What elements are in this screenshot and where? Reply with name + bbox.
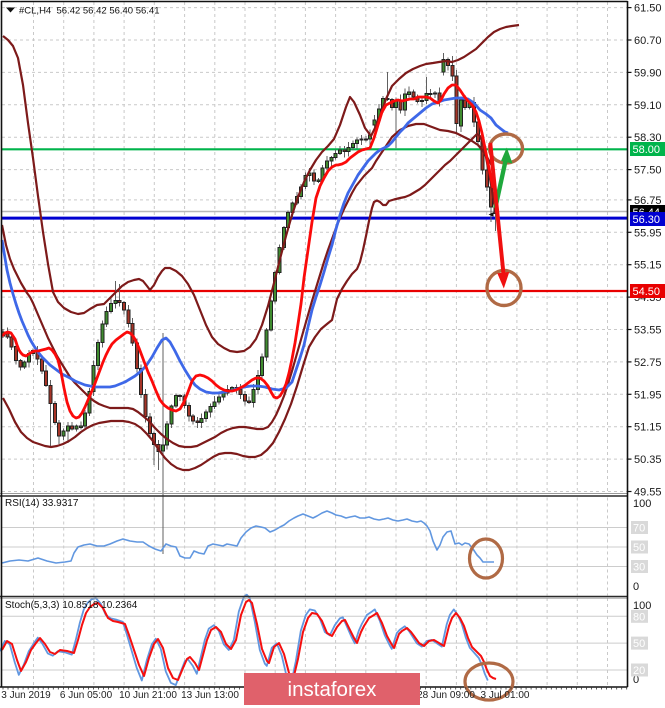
svg-text:100: 100: [633, 498, 651, 510]
svg-text:51.15: 51.15: [634, 422, 662, 434]
svg-text:58.00: 58.00: [633, 144, 661, 156]
svg-text:50: 50: [633, 542, 645, 554]
svg-text:Stoch(5,3,3) 10.8518 10.2364: Stoch(5,3,3) 10.8518 10.2364: [5, 600, 138, 611]
svg-text:3 Jul 01:00: 3 Jul 01:00: [481, 690, 530, 701]
svg-text:80: 80: [633, 611, 645, 623]
svg-text:0: 0: [633, 674, 639, 686]
svg-text:6 Jun 05:00: 6 Jun 05:00: [60, 690, 113, 701]
svg-text:57.50: 57.50: [634, 165, 662, 177]
svg-text:70: 70: [633, 523, 645, 535]
svg-text:30: 30: [633, 562, 645, 574]
svg-text:59.10: 59.10: [634, 100, 662, 112]
svg-text:51.95: 51.95: [634, 389, 662, 401]
svg-text:54.50: 54.50: [633, 286, 661, 298]
svg-text:100: 100: [633, 600, 651, 612]
svg-text:56.75: 56.75: [634, 195, 662, 207]
svg-text:60.70: 60.70: [634, 35, 662, 47]
svg-text:59.90: 59.90: [634, 67, 662, 79]
svg-text:55.95: 55.95: [634, 227, 662, 239]
svg-text:28 Jun 09:00: 28 Jun 09:00: [417, 690, 475, 701]
svg-text:61.50: 61.50: [634, 3, 662, 15]
svg-text:13 Jun 13:00: 13 Jun 13:00: [181, 690, 239, 701]
svg-text:#CL,H4 56.42 56.42 56.40 56.4: #CL,H4 56.42 56.42 56.40 56.41: [19, 6, 160, 17]
svg-text:instaforex: instaforex: [288, 678, 378, 701]
svg-text:55.15: 55.15: [634, 260, 662, 272]
svg-text:50: 50: [633, 638, 645, 650]
svg-text:50.35: 50.35: [634, 454, 662, 466]
svg-text:56.30: 56.30: [633, 214, 661, 226]
svg-text:0: 0: [633, 581, 639, 593]
svg-text:RSI(14) 33.9317: RSI(14) 33.9317: [5, 498, 79, 509]
svg-text:53.55: 53.55: [634, 325, 662, 337]
svg-text:20: 20: [633, 665, 645, 677]
svg-text:52.75: 52.75: [634, 357, 662, 369]
svg-text:3 Jun 2019: 3 Jun 2019: [1, 690, 51, 701]
svg-text:10 Jun 21:00: 10 Jun 21:00: [119, 690, 177, 701]
svg-text:49.55: 49.55: [634, 487, 662, 499]
svg-text:58.30: 58.30: [634, 132, 662, 144]
